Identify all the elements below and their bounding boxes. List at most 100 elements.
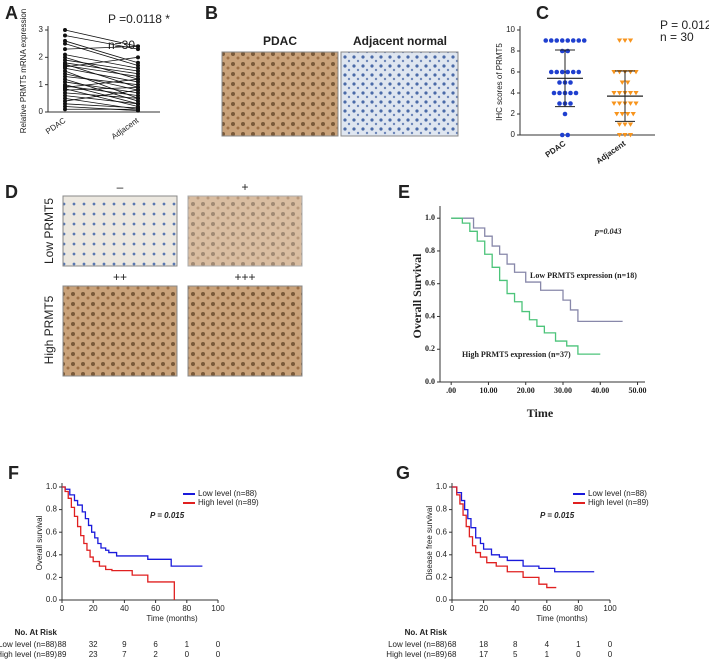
point (136, 79, 140, 84)
point (543, 38, 549, 43)
pair-line (64, 88, 139, 107)
risk-value: 0 (608, 650, 613, 659)
point (622, 38, 628, 43)
legend-label: Low level (n=88) (588, 489, 647, 498)
pair-line (64, 54, 139, 69)
point (63, 28, 67, 32)
point (63, 101, 67, 106)
series-label: Low PRMT5 expression (n=18) (530, 271, 637, 280)
point (63, 55, 67, 60)
point (611, 101, 617, 106)
x-tick-label: 40.00 (591, 386, 609, 395)
x-tick-label: 80 (182, 604, 191, 613)
x-axis-label: Time (months) (146, 614, 198, 623)
risk-value: 18 (479, 640, 488, 649)
annotation: p=0.043 (594, 227, 622, 236)
pair-line (64, 67, 139, 83)
x-tick-label: Adjacent (595, 139, 628, 166)
x-tick-label: 80 (574, 604, 583, 613)
y-axis-label: Overall survival (35, 515, 44, 570)
y-tick-label: 1 (39, 80, 44, 89)
point (633, 91, 639, 96)
x-tick-label: 40 (511, 604, 520, 613)
micrograph (221, 51, 339, 137)
point (63, 33, 67, 38)
x-tick-label: Adjacent (110, 116, 141, 142)
y-tick-label: 0.4 (46, 550, 58, 559)
point (633, 101, 639, 106)
y-tick-label: 0.4 (425, 311, 435, 320)
x-axis-label: Time (months) (536, 614, 588, 623)
pair-line (64, 81, 139, 94)
risk-row-label: Low level (n=88) (0, 640, 57, 649)
y-tick-label: 1.0 (436, 482, 448, 491)
annotation: P = 0.0127 * (660, 18, 709, 32)
panel-letter: C (536, 3, 549, 23)
point (559, 69, 565, 75)
y-axis-label: Disease free survival (425, 506, 434, 580)
survival-curve (452, 486, 557, 589)
pair-line (64, 46, 139, 50)
point (616, 101, 623, 106)
panel-letter: B (205, 3, 218, 23)
point (581, 38, 587, 43)
survival-curve (451, 217, 623, 323)
error-bar (615, 70, 635, 122)
point (627, 38, 634, 43)
risk-value: 1 (185, 640, 190, 649)
point (616, 38, 623, 43)
point (551, 90, 557, 96)
point (63, 107, 67, 112)
point (63, 96, 67, 101)
point (136, 66, 140, 71)
point (576, 69, 582, 75)
y-tick-label: 0.4 (436, 550, 448, 559)
pair-line (64, 76, 139, 86)
survival-curve (451, 217, 601, 355)
micrograph (62, 195, 178, 267)
risk-value: 6 (153, 640, 158, 649)
point (627, 133, 634, 138)
point (63, 71, 67, 76)
point (136, 55, 140, 60)
point (554, 38, 560, 43)
point (63, 104, 67, 109)
y-axis-label: Relative PRMT5 mRNA expression (19, 9, 28, 133)
grade-label: ++ (113, 270, 127, 284)
point (565, 38, 571, 43)
point (63, 79, 67, 84)
survival-curve (62, 486, 203, 567)
point (627, 101, 634, 106)
point (63, 77, 67, 82)
x-tick-label: 50.00 (629, 386, 647, 395)
x-tick-label: 60 (542, 604, 551, 613)
point (63, 74, 67, 79)
risk-value: 68 (448, 650, 457, 659)
point (63, 88, 67, 93)
image-label: PDAC (263, 34, 297, 48)
point (568, 101, 573, 106)
x-tick-label: 0 (450, 604, 455, 613)
error-bar (555, 49, 575, 108)
risk-value: 89 (58, 650, 67, 659)
point (570, 69, 576, 75)
pair-line (64, 29, 139, 47)
point (136, 101, 140, 106)
y-tick-label: 0.8 (436, 505, 448, 514)
pair-line (64, 89, 139, 102)
grade-label: +++ (234, 270, 255, 284)
point (63, 47, 67, 52)
micrograph (62, 285, 178, 377)
y-tick-label: 0.6 (436, 527, 448, 536)
panel-letter: F (8, 463, 19, 483)
point (63, 69, 67, 73)
point (622, 122, 628, 127)
point (568, 90, 573, 96)
point (557, 80, 562, 85)
point (136, 77, 140, 82)
x-tick-label: 20 (479, 604, 488, 613)
y-tick-label: 0.2 (46, 573, 58, 582)
point (627, 91, 634, 96)
y-tick-label: 0.6 (46, 527, 58, 536)
